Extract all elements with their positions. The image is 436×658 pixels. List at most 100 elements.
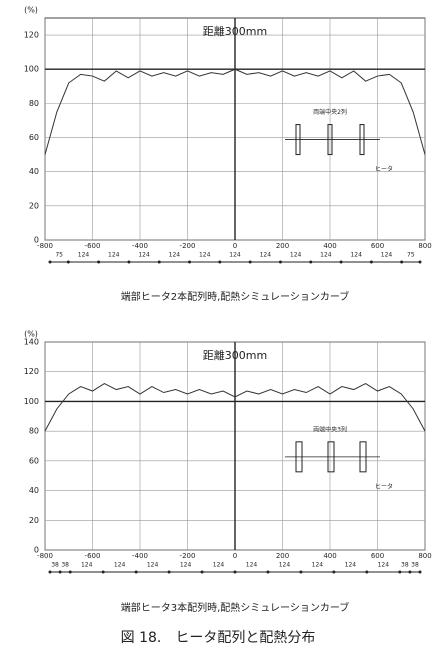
- y-tick-label: 60: [29, 133, 39, 142]
- x-tick-label: 0: [233, 552, 237, 560]
- pitch-label: 124: [213, 562, 225, 569]
- annotation: 距離300mm: [203, 24, 267, 38]
- pitch-label: 124: [350, 252, 362, 259]
- pitch-dot: [218, 260, 222, 264]
- pitch-label: 124: [78, 252, 90, 259]
- y-tick-label: 100: [24, 397, 39, 406]
- pitch-label: 124: [199, 252, 211, 259]
- y-tick-label: 0: [34, 236, 39, 245]
- pitch-dot: [408, 570, 412, 574]
- pitch-label: 124: [108, 252, 120, 259]
- x-tick-label: 400: [323, 242, 336, 250]
- pitch-label: 124: [180, 562, 192, 569]
- x-tick-label: 0: [233, 242, 237, 250]
- chart-caption: 端部ヒータ3本配列時,配熱シミュレーションカーブ: [121, 601, 350, 614]
- x-tick-label: 800: [418, 552, 431, 560]
- pitch-dot: [365, 570, 369, 574]
- pitch-label: 124: [169, 252, 181, 259]
- pitch-label: 124: [279, 562, 291, 569]
- y-tick-label: 0: [34, 546, 39, 555]
- pitch-dot: [299, 570, 303, 574]
- x-tick-label: 200: [276, 242, 289, 250]
- pitch-label: 75: [55, 252, 63, 259]
- curve: [44, 68, 426, 155]
- y-tick-label: 120: [24, 367, 39, 376]
- pitch-dot: [200, 570, 204, 574]
- pitch-label: 124: [345, 562, 357, 569]
- pitch-label: 124: [81, 562, 93, 569]
- pitch-dot: [66, 260, 70, 264]
- y-tick-label: 60: [29, 456, 39, 465]
- heater-label: ヒータ: [375, 482, 393, 490]
- y-unit: (%): [24, 6, 38, 15]
- pitch-dot: [418, 570, 422, 574]
- heater-note: 両端中央2列: [313, 108, 347, 116]
- pitch-dot: [418, 260, 422, 264]
- pitch-dot: [398, 570, 402, 574]
- pitch-label: 38: [411, 562, 419, 569]
- pitch-dot: [248, 260, 252, 264]
- y-tick-label: 40: [29, 486, 39, 495]
- pitch-label: 124: [260, 252, 272, 259]
- heater-note: 両端中央3列: [313, 425, 347, 433]
- y-tick-label: 80: [29, 427, 39, 436]
- pitch-dot: [309, 260, 313, 264]
- y-tick-label: 80: [29, 99, 39, 108]
- pitch-label: 124: [114, 562, 126, 569]
- pitch-label: 124: [246, 562, 258, 569]
- pitch-label: 38: [401, 562, 409, 569]
- pitch-label: 124: [320, 252, 332, 259]
- pitch-dot: [134, 570, 138, 574]
- x-tick-label: 400: [323, 552, 336, 560]
- x-tick-label: 800: [418, 242, 431, 250]
- x-tick-label: -800: [37, 552, 53, 560]
- x-tick-label: -600: [85, 552, 101, 560]
- y-tick-label: 40: [29, 167, 39, 176]
- pitch-dot: [68, 570, 72, 574]
- heater-label: ヒータ: [375, 165, 393, 173]
- y-tick-label: 20: [29, 516, 39, 525]
- pitch-dot: [233, 570, 237, 574]
- curve: [44, 383, 426, 432]
- figure-caption: 図 18. ヒータ配列と配熱分布: [121, 630, 316, 646]
- pitch-label: 124: [381, 252, 393, 259]
- pitch-dot: [278, 260, 282, 264]
- pitch-dot: [400, 260, 404, 264]
- pitch-dot: [127, 260, 131, 264]
- y-tick-label: 20: [29, 201, 39, 210]
- pitch-label: 38: [51, 562, 59, 569]
- pitch-label: 124: [229, 252, 241, 259]
- x-tick-label: 600: [371, 242, 384, 250]
- x-tick-label: -200: [180, 552, 196, 560]
- pitch-dot: [97, 260, 101, 264]
- pitch-dot: [339, 260, 343, 264]
- annotation: 距離300mm: [203, 348, 267, 362]
- pitch-dot: [58, 570, 62, 574]
- pitch-label: 38: [61, 562, 69, 569]
- pitch-label: 124: [138, 252, 150, 259]
- pitch-label: 124: [290, 252, 302, 259]
- pitch-dot: [157, 260, 161, 264]
- y-tick-label: 140: [24, 338, 39, 347]
- pitch-dot: [167, 570, 171, 574]
- pitch-dot: [369, 260, 373, 264]
- pitch-dot: [48, 260, 52, 264]
- x-tick-label: -200: [180, 242, 196, 250]
- pitch-label: 124: [147, 562, 159, 569]
- x-tick-label: -600: [85, 242, 101, 250]
- pitch-dot: [266, 570, 270, 574]
- x-tick-label: -400: [132, 242, 148, 250]
- x-tick-label: 200: [276, 552, 289, 560]
- pitch-dot: [101, 570, 105, 574]
- y-tick-label: 120: [24, 31, 39, 40]
- x-tick-label: -400: [132, 552, 148, 560]
- pitch-label: 124: [312, 562, 324, 569]
- x-tick-label: -800: [37, 242, 53, 250]
- chart-caption: 端部ヒータ2本配列時,配熱シミュレーションカーブ: [121, 290, 350, 303]
- y-tick-label: 100: [24, 65, 39, 74]
- pitch-label: 75: [407, 252, 415, 259]
- pitch-label: 124: [378, 562, 390, 569]
- pitch-dot: [188, 260, 192, 264]
- y-unit: (%): [24, 330, 38, 339]
